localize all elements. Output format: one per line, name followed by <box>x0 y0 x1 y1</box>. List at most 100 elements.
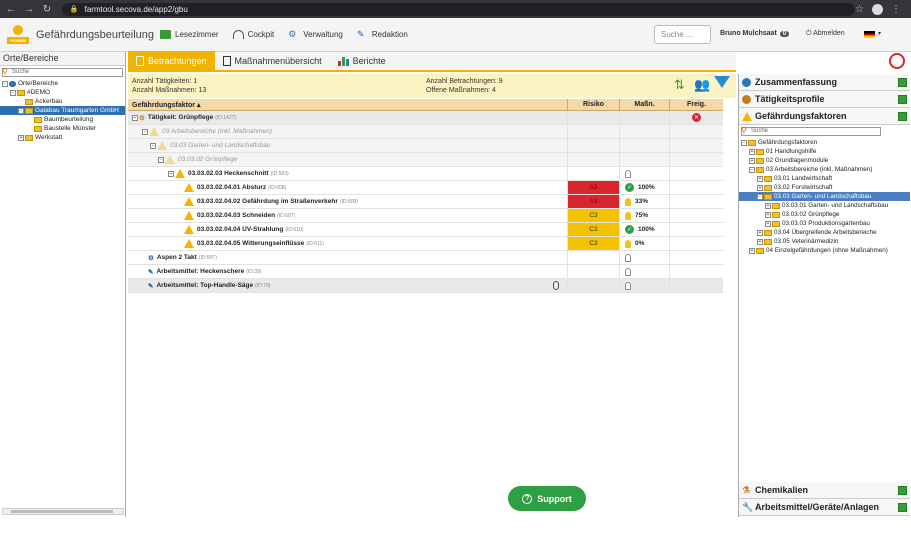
measures-cell[interactable]: ✓ 100% <box>620 223 670 236</box>
collapse-icon[interactable]: − <box>749 166 755 173</box>
table-row[interactable]: 03.03.02.04.04 UV-Strahlung (ID:610) C3 ✓ 10… <box>128 223 723 237</box>
expand-icon[interactable]: + <box>18 134 24 141</box>
location-search-input[interactable]: ⚲ Suche <box>2 67 123 77</box>
measures-cell[interactable] <box>620 139 670 152</box>
profile-avatar[interactable] <box>872 3 883 15</box>
attachment-icon[interactable] <box>553 281 559 290</box>
close-red-icon[interactable] <box>889 53 905 69</box>
global-search-input[interactable]: Suche ... <box>654 25 711 44</box>
section-arbeitsmittel[interactable]: 🔧 Arbeitsmittel/Geräte/Anlagen <box>739 499 910 516</box>
tree-item[interactable]: +03.02 Forstwirtschaft <box>739 183 910 192</box>
collapse-icon[interactable]: − <box>150 142 156 149</box>
collapse-icon[interactable]: − <box>10 89 16 96</box>
tree-item-selected[interactable]: − 03.03 Garten- und Landschaftsbau <box>739 192 910 201</box>
tree-item[interactable]: − 03 Arbeitsbereiche (inkl. Maßnahmen) <box>739 165 910 174</box>
risk-badge[interactable]: A3 <box>568 181 619 194</box>
nav-cockpit[interactable]: Cockpit <box>232 30 274 39</box>
language-flag-icon[interactable] <box>864 31 875 38</box>
collapse-icon[interactable]: − <box>2 80 8 87</box>
tree-item[interactable]: +03.04 Übergreifende Arbeitsbereiche <box>739 228 910 237</box>
expand-icon[interactable]: + <box>757 175 763 182</box>
tree-item[interactable]: +03.01 Landwirtschaft <box>739 174 910 183</box>
add-icon[interactable] <box>898 95 907 104</box>
expand-icon[interactable]: + <box>757 229 763 236</box>
risk-badge[interactable]: C3 <box>568 223 619 236</box>
collapse-icon[interactable]: − <box>757 193 763 200</box>
table-row[interactable]: − 03.03.02 Grünpflege <box>128 153 723 167</box>
table-row[interactable]: 03.03.02.04.05 Witterungseinflüsse (ID:61… <box>128 237 723 251</box>
release-cell[interactable]: ✕ <box>670 111 723 124</box>
measures-cell[interactable] <box>620 167 670 180</box>
measures-cell[interactable]: 75% <box>620 209 670 222</box>
tree-item[interactable]: Baustelle Münster <box>0 124 125 133</box>
collapse-icon[interactable]: − <box>18 107 24 114</box>
measures-cell[interactable] <box>620 265 670 278</box>
tree-item[interactable]: +03.05 Veterinärmedizin <box>739 237 910 246</box>
forward-icon[interactable]: → <box>23 3 34 15</box>
column-header-name[interactable]: Gefährdungsfaktor ▴ <box>128 99 568 110</box>
tree-item[interactable]: +01 Handlungshilfe <box>739 147 910 156</box>
add-icon[interactable] <box>898 486 907 495</box>
menu-dots-icon[interactable]: ⋮ <box>891 3 901 15</box>
filter-icon[interactable] <box>714 76 730 94</box>
tree-item[interactable]: − #DEMO <box>0 88 125 97</box>
add-icon[interactable] <box>898 503 907 512</box>
tab-betrachtungen[interactable]: Betrachtungen <box>128 51 215 71</box>
collapse-icon[interactable]: − <box>132 114 138 121</box>
user-menu[interactable]: Bruno Mulchsaat 0 <box>720 30 790 37</box>
collapse-icon[interactable]: − <box>741 139 747 146</box>
measures-cell[interactable] <box>620 111 670 124</box>
expand-icon[interactable]: + <box>749 148 755 155</box>
tree-item[interactable]: − Orte/Bereiche <box>0 79 125 88</box>
reload-icon[interactable]: ↻ <box>42 3 52 15</box>
table-row[interactable]: − 03.03 Garten- und Landschaftsbau <box>128 139 723 153</box>
back-icon[interactable]: ← <box>5 3 16 15</box>
expand-icon[interactable]: + <box>765 211 771 218</box>
section-chemikalien[interactable]: ⚗ Chemikalien <box>739 482 910 499</box>
star-icon[interactable]: ☆ <box>855 3 864 15</box>
chevron-down-icon[interactable]: ▾ <box>878 31 882 37</box>
measures-cell[interactable] <box>620 125 670 138</box>
tree-item[interactable]: Baumbeurteilung <box>0 115 125 124</box>
table-row[interactable]: 03.03.02.04.02 Gefährdung im Straßenverk… <box>128 195 723 209</box>
measures-cell[interactable] <box>620 153 670 166</box>
tab-massnahmenuebersicht[interactable]: Maßnahmenübersicht <box>215 51 330 71</box>
column-header-risk[interactable]: Risiko <box>568 99 620 110</box>
nav-redaktion[interactable]: ✎ Redaktion <box>357 30 408 40</box>
section-taetigkeitsprofile[interactable]: Tätigkeitsprofile <box>739 91 910 108</box>
tree-item-selected[interactable]: − Galabau Traumgarten GmbH <box>0 106 125 115</box>
table-row[interactable]: ✎ Arbeitsmittel: Heckenschere (ID:39) <box>128 265 723 279</box>
collapse-icon[interactable]: − <box>158 156 164 163</box>
tree-item[interactable]: +02 Grundlagenmodule <box>739 156 910 165</box>
logout-button[interactable]: ⏻ Abmelden <box>806 30 845 37</box>
table-row[interactable]: 03.03.02.04.03 Schneiden (ID:607) C3 75% <box>128 209 723 223</box>
table-row[interactable]: − 03 Arbeitsbereiche (inkl. Maßnahmen) <box>128 125 723 139</box>
risk-badge[interactable]: C3 <box>568 209 619 222</box>
measures-cell[interactable]: 33% <box>620 195 670 208</box>
table-row[interactable]: − 03.03.02.03 Heckenschnitt (ID:583) <box>128 167 723 181</box>
address-bar[interactable]: 🔒 farmtool.secova.de/app2/gbu <box>61 2 856 16</box>
expand-icon[interactable]: + <box>757 238 763 245</box>
collapse-icon[interactable]: − <box>142 128 148 135</box>
tree-item[interactable]: +04 Einzelgefährdungen (ohne Maßnahmen) <box>739 246 910 255</box>
measures-cell[interactable] <box>620 279 670 292</box>
add-icon[interactable] <box>898 112 907 121</box>
measures-cell[interactable]: ✓ 100% <box>620 181 670 194</box>
risk-badge[interactable]: C3 <box>568 237 619 250</box>
sync-arrows-icon[interactable]: ⇅ <box>674 77 685 92</box>
tree-item[interactable]: − Gefährdungsfaktoren <box>739 138 910 147</box>
expand-icon[interactable]: + <box>765 220 771 227</box>
tree-item[interactable]: +03.03.01 Garten- und Landschaftsbau <box>739 201 910 210</box>
support-button[interactable]: ? Support <box>508 486 586 511</box>
section-gefaehrdungsfaktoren[interactable]: Gefährdungsfaktoren <box>739 108 910 125</box>
users-icon[interactable]: 👥 <box>694 77 711 92</box>
scrollbar-thumb[interactable] <box>11 510 113 513</box>
risk-badge[interactable]: A3 <box>568 195 619 208</box>
catalog-search-input[interactable]: ⚲ Suche <box>741 126 881 136</box>
add-icon[interactable] <box>898 78 907 87</box>
section-zusammenfassung[interactable]: Zusammenfassung <box>739 74 910 91</box>
horizontal-scrollbar[interactable] <box>2 508 124 515</box>
collapse-icon[interactable]: − <box>168 170 174 177</box>
measures-cell[interactable] <box>620 251 670 264</box>
app-logo[interactable]: POWER <box>6 22 30 48</box>
